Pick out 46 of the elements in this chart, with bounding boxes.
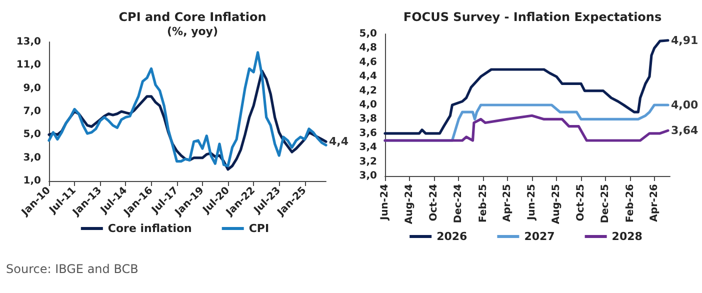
- y-tick-label: 13,0: [16, 36, 42, 48]
- annotation: 4,4: [329, 135, 349, 148]
- x-tick-label: Apr-25: [502, 184, 513, 222]
- y-tick-label: 4,0: [359, 100, 378, 110]
- y-tick-label: 3,0: [23, 152, 42, 164]
- legend-label: 2026: [436, 230, 468, 243]
- y-tick-label: 3,8: [359, 114, 378, 125]
- x-tick-label: Jun-25: [526, 184, 538, 222]
- y-tick-label: 5,0: [23, 129, 42, 140]
- legend-label: Core inflation: [108, 222, 192, 235]
- line-series: [48, 51, 328, 168]
- y-tick-label: 7,0: [23, 106, 42, 117]
- legend-label: CPI: [248, 222, 270, 235]
- x-tick-label: Aug-25: [550, 184, 562, 224]
- annotation: 4,91: [670, 34, 698, 47]
- y-tick-label: 3,0: [359, 170, 378, 182]
- y-tick-label: 4,6: [359, 56, 378, 68]
- y-tick-label: 3,6: [359, 128, 378, 139]
- y-tick-label: 5,0: [359, 28, 378, 40]
- y-tick-label: 4,8: [359, 42, 378, 54]
- y-tick-label: 3,4: [359, 142, 378, 154]
- legend-label: 2027: [524, 230, 555, 243]
- source-note: Source: IBGE and BCB: [6, 262, 138, 276]
- y-tick-label: 11,0: [16, 60, 42, 71]
- annotation: 4,00: [670, 98, 698, 112]
- chart-title: CPI and Core Inflation: [118, 10, 266, 24]
- y-tick-label: 9,0: [23, 82, 42, 94]
- x-tick-label: Apr-26: [648, 184, 660, 222]
- line-series: [384, 114, 670, 142]
- annotation: 3,64: [670, 124, 698, 138]
- y-tick-label: 4,4: [359, 71, 378, 82]
- chart-subtitle: (%, yoy): [167, 25, 218, 38]
- x-tick-label: Aug-24: [404, 184, 416, 224]
- x-tick-label: Dec-24: [453, 184, 464, 224]
- x-tick-label: Feb-26: [625, 184, 636, 222]
- x-tick-label: Oct-25: [576, 184, 587, 222]
- y-tick-label: 1,0: [23, 176, 42, 186]
- x-tick-label: Feb-25: [478, 184, 490, 222]
- x-tick-label: Jun-24: [380, 184, 390, 222]
- x-tick-label: Oct-24: [428, 184, 440, 222]
- y-tick-label: 3,2: [359, 156, 378, 168]
- legend-label: 2028: [612, 230, 642, 243]
- line-series: [384, 39, 670, 135]
- x-tick-label: Dec-25: [600, 184, 612, 224]
- chart-title: FOCUS Survey - Inflation Expectations: [403, 10, 662, 24]
- y-tick-label: 4,2: [359, 85, 378, 96]
